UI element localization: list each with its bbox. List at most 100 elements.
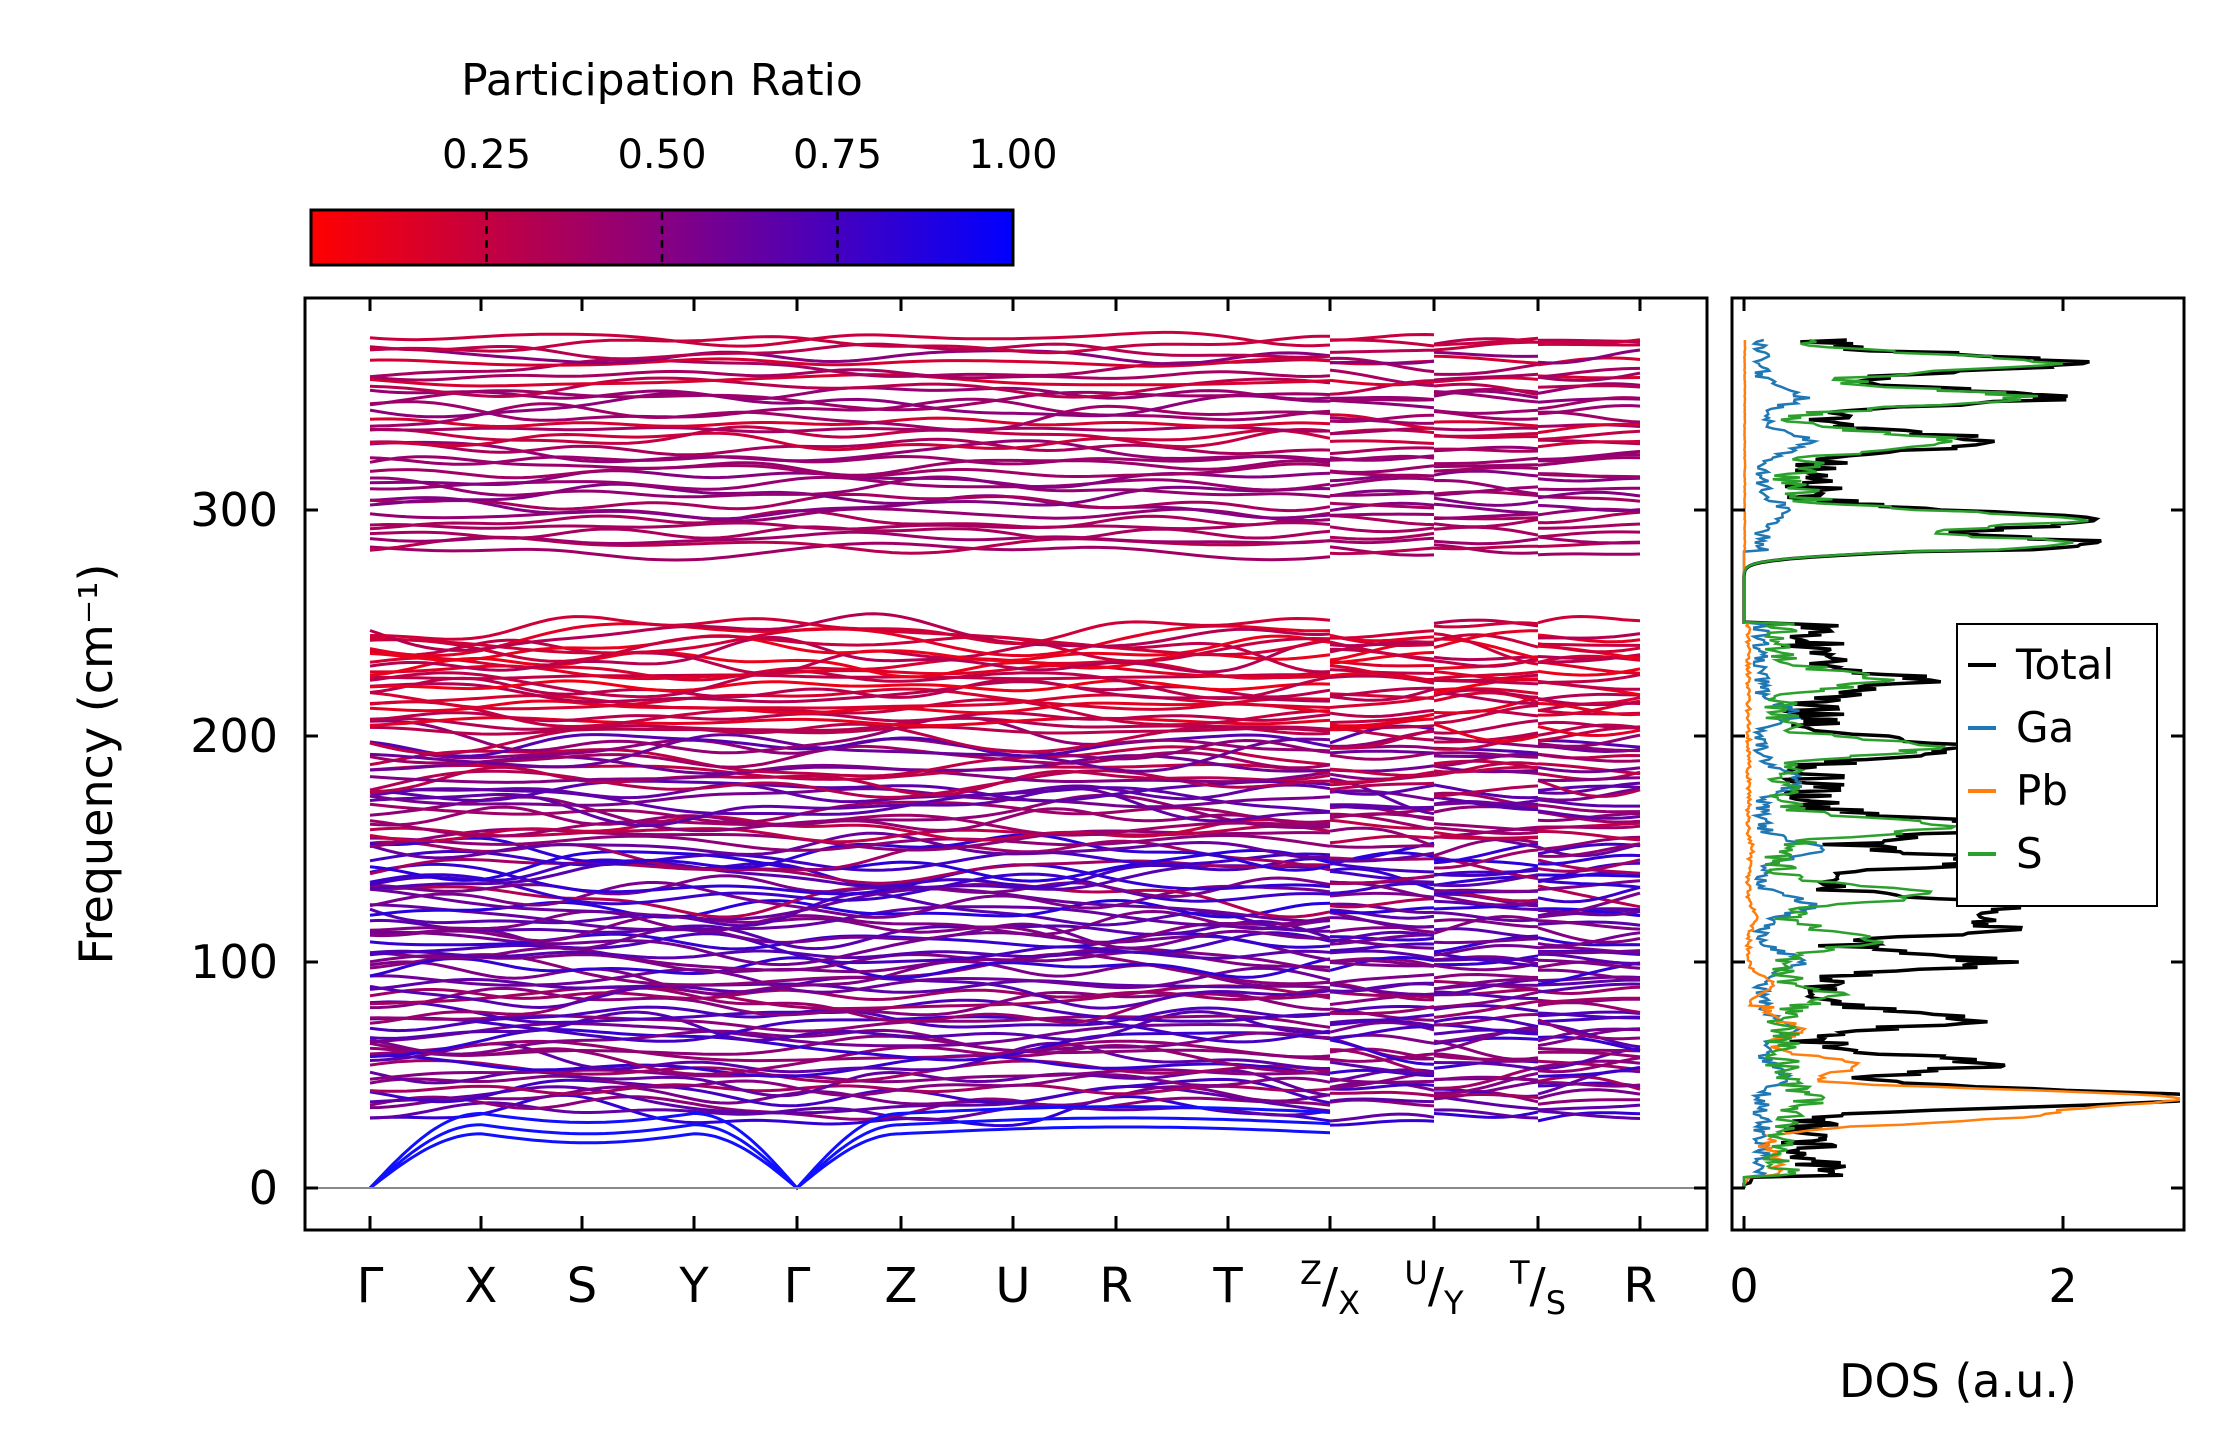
phonon-band-upper <box>1433 420 1539 428</box>
phonon-band-upper <box>369 541 1331 562</box>
phonon-band-lower <box>1537 803 1640 814</box>
phonon-band-lower <box>1433 943 1539 957</box>
phonon-band-upper <box>1433 525 1539 537</box>
phonon-band-lower <box>1433 911 1539 923</box>
phonon-band-upper <box>1329 464 1435 474</box>
phonon-band-upper <box>1537 422 1640 435</box>
phonon-band-lower <box>1433 978 1539 997</box>
phonon-band-upper <box>369 425 1331 434</box>
phonon-band-lower <box>1537 776 1641 782</box>
phonon-band-lower <box>1537 1065 1641 1078</box>
phonon-band-upper <box>1537 342 1641 347</box>
phonon-band-upper <box>369 454 1331 466</box>
phonon-band-lower <box>369 1010 1331 1042</box>
phonon-band-upper <box>1537 490 1641 500</box>
x-tick-label: R <box>1099 1258 1132 1314</box>
phonon-band-lower <box>1537 762 1641 776</box>
phonon-band-lower <box>1537 873 1641 878</box>
phonon-band-lower <box>1329 1077 1435 1084</box>
phonon-band-lower <box>1537 766 1641 774</box>
phonon-band-upper <box>369 397 1331 422</box>
phonon-band-upper <box>369 521 1331 531</box>
phonon-band-lower <box>1329 1097 1435 1104</box>
phonon-band-upper <box>369 494 1331 521</box>
phonon-band-upper <box>1329 396 1435 401</box>
phonon-band-lower <box>1537 1027 1641 1043</box>
phonon-band-upper <box>1329 379 1435 396</box>
dos-curve-s <box>1742 338 2089 1188</box>
phonon-band-lower <box>1329 973 1435 986</box>
phonon-band-upper <box>1433 340 1539 352</box>
dos-y-ticks <box>1732 508 2184 1190</box>
phonon-band-lower <box>1538 952 1641 965</box>
phonon-band-lower <box>369 1034 1331 1059</box>
phonon-band-lower <box>1537 697 1641 707</box>
phonon-band-lower <box>1537 1109 1641 1120</box>
x-tick-label: S <box>567 1258 597 1314</box>
colorbar-tick-label: 0.75 <box>793 132 882 178</box>
phonon-band-lower <box>1537 798 1640 808</box>
phonon-band-lower <box>1433 1094 1539 1111</box>
phonon-band-lower <box>1537 978 1641 987</box>
phonon-band-lower <box>1537 809 1641 820</box>
phonon-band-lower <box>1433 1093 1539 1100</box>
phonon-band-lower <box>369 699 1331 715</box>
phonon-band-lower <box>369 650 1331 679</box>
phonon-band-lower <box>1329 983 1435 997</box>
phonon-band-lower <box>369 1015 1331 1044</box>
phonon-band-lower <box>369 786 1331 816</box>
phonon-band-lower <box>1329 695 1435 709</box>
y-axis-label: Frequency (cm⁻¹) <box>69 564 123 965</box>
phonon-band-lower <box>369 679 1331 693</box>
phonon-band-lower <box>369 1021 1331 1048</box>
phonon-band-upper <box>1329 368 1435 388</box>
phonon-band-upper <box>1433 382 1539 396</box>
phonon-band-lower <box>1329 982 1435 1002</box>
y-tick-label: 0 <box>249 1161 278 1215</box>
phonon-band-upper <box>1433 466 1539 473</box>
phonon-band-upper <box>1329 514 1435 527</box>
phonon-band-lower <box>1329 1005 1435 1015</box>
phonon-band-lower <box>1537 781 1641 795</box>
phonon-band-lower <box>369 1093 1331 1128</box>
phonon-band-lower <box>370 615 1331 646</box>
phonon-band-upper <box>1537 476 1641 483</box>
phonon-band-lower <box>1329 851 1435 863</box>
phonon-band-lower <box>369 952 1331 987</box>
phonon-band-lower <box>1433 621 1539 629</box>
dos-x-axis-label: DOS (a.u.) <box>1839 1354 2077 1408</box>
phonon-band-upper <box>1433 362 1539 376</box>
phonon-band-lower <box>1537 949 1641 955</box>
phonon-band-lower <box>1537 779 1641 798</box>
phonon-band-lower <box>1537 824 1641 830</box>
phonon-band-lower <box>369 800 1331 825</box>
phonon-band-upper <box>1537 429 1641 441</box>
phonon-band-lower <box>1433 655 1539 662</box>
phonon-band-lower <box>1329 938 1435 950</box>
phonon-band-upper <box>1433 350 1539 358</box>
phonon-band-lower <box>1537 725 1641 738</box>
phonon-band-upper <box>1537 472 1641 479</box>
phonon-band-lower <box>1434 1071 1539 1095</box>
phonon-band-lower <box>369 949 1331 960</box>
phonon-band-upper <box>1537 486 1640 491</box>
phonon-band-lower <box>1329 712 1435 728</box>
phonon-band-lower <box>1537 692 1641 702</box>
band-y-ticks: 0 100 200 300 <box>190 483 1707 1215</box>
phonon-band-lower <box>1433 765 1539 774</box>
phonon-band-upper <box>369 402 1331 432</box>
x-tick-label-split: Z/X <box>1300 1254 1360 1322</box>
phonon-band-lower <box>1433 888 1539 893</box>
phonon-band-lower <box>1433 842 1539 865</box>
phonon-band-lower <box>369 680 1331 704</box>
x-tick-label: R <box>1623 1258 1656 1314</box>
phonon-band-lower <box>1537 1081 1641 1088</box>
dos-curve-pb <box>1742 340 2180 1188</box>
phonon-band-upper <box>1433 543 1539 555</box>
phonon-band-lower <box>1329 728 1435 750</box>
phonon-band-lower <box>1329 906 1435 915</box>
phonon-band-upper <box>1433 463 1539 469</box>
phonon-bands <box>368 330 1641 1191</box>
